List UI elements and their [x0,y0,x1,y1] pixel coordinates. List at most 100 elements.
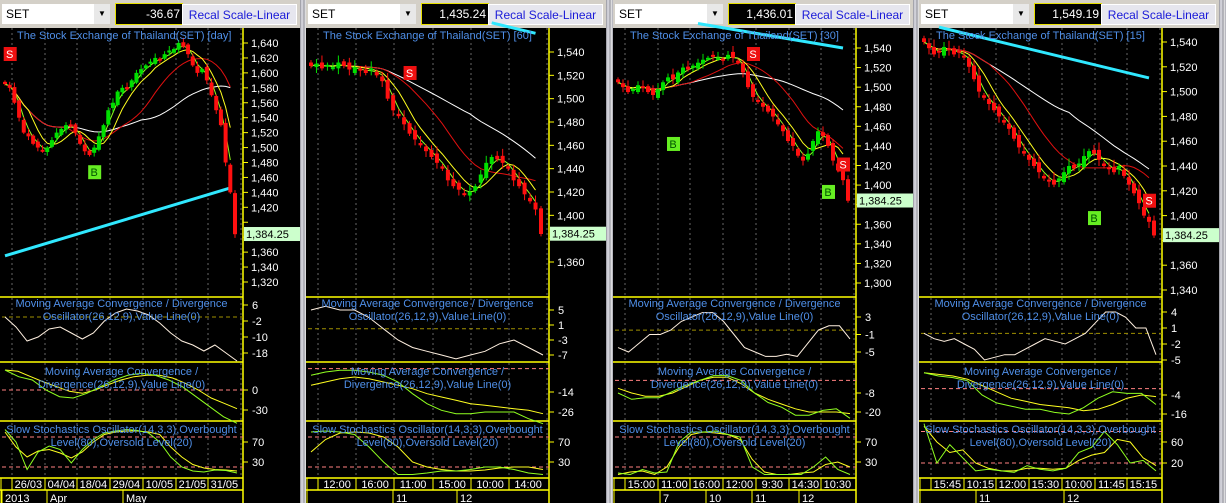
osc-tick-label: 1 [558,320,564,332]
chevron-down-icon[interactable]: ▼ [707,4,723,24]
long-trend-line [938,25,1150,80]
chevron-down-icon[interactable]: ▼ [94,4,110,24]
ma-slow-line [617,62,844,149]
candle [791,138,795,146]
last-price-label: 1,384.25 [552,229,595,241]
time-label: 15:00 [438,479,466,491]
candle [922,38,926,42]
sell-signal-marker [1143,193,1156,208]
price-tick-label: 1,460 [557,140,585,152]
candle [418,143,423,146]
candle [162,54,167,59]
price-tick-label: 1,320 [864,258,892,270]
panel-splitter[interactable] [1219,0,1225,503]
symbol-select[interactable]: SET ▼ [2,4,110,24]
candle [746,71,750,88]
time-label: 10:30 [824,479,852,491]
recal-scale-button[interactable]: Recal Scale-Linear [795,4,910,25]
candle [1042,175,1046,179]
time-label: 31/05 [211,479,239,491]
chart-panel[interactable]: SET ▼ -36.67 Recal Scale-Linear 26/03 04/0… [0,0,300,503]
time-label: 11:00 [400,479,427,491]
period-label: 11 [755,493,766,503]
change-value: -36.67 [115,3,183,25]
candle [341,61,346,66]
price-chart[interactable]: 12:00 16:00 11:00 15:00 10:00 14:00 11 12 1,540 1… [306,0,606,503]
ma-mid-line [923,41,1150,200]
price-tick-label: 1,340 [1170,285,1198,297]
candle [937,50,941,53]
last-price-badge [857,193,913,208]
macd-histogram-line [923,372,1157,415]
candle [616,79,620,83]
symbol-value: SET [6,7,30,21]
symbol-select[interactable]: SET ▼ [308,4,416,24]
osc-tick-label: -14 [558,387,574,399]
price-tick-label: 1,520 [864,63,892,75]
candle [726,54,730,59]
candle [1012,127,1016,139]
osc-tick-label: -30 [252,405,268,417]
panel-splitter[interactable] [606,0,612,503]
ma-mid-line [617,56,844,155]
chevron-down-icon[interactable]: ▼ [1013,4,1029,24]
last-price-label: 1,384.25 [859,196,902,208]
candle [434,153,439,163]
time-label: 14:30 [792,479,820,491]
chart-panel[interactable]: SET ▼ 1,436.01 Recal Scale-Linear 15:00 11… [613,0,913,503]
osc-tick-label: 70 [865,437,877,449]
candle [1067,166,1071,174]
candle [631,89,635,92]
price-tick-label: 1,420 [557,187,585,199]
osc-tick-label: 1 [1171,323,1177,335]
symbol-select[interactable]: SET ▼ [921,4,1029,24]
candle [429,150,434,157]
macd-title: Moving Average Convergence / Divergence … [321,298,534,323]
candle [686,66,690,70]
candle [1032,158,1036,166]
macd-histogram-line [310,369,544,425]
candle [1107,167,1111,170]
symbol-select[interactable]: SET ▼ [615,4,723,24]
candle [1142,206,1146,216]
period-label: 2013 [5,493,29,503]
panel-header: SET ▼ 1,549.19 Recal Scale-Linear [919,0,1219,28]
candle [413,130,418,140]
time-label: 12:00 [999,479,1027,491]
candle [12,87,17,103]
period-label: 7 [663,493,669,503]
osc-tick-label: 4 [1171,307,1177,319]
candle [369,68,374,71]
candle [186,44,191,55]
osc-tick-label: 0 [252,385,258,397]
recal-scale-button[interactable]: Recal Scale-Linear [182,4,297,25]
buy-signal-marker [667,136,680,151]
candle [641,86,645,89]
recal-scale-button[interactable]: Recal Scale-Linear [488,4,603,25]
candle [1062,172,1066,183]
sell-signal-marker [837,157,850,172]
price-tick-label: 1,620 [251,53,279,65]
candle [200,69,205,73]
panel-splitter[interactable] [913,0,919,503]
chevron-down-icon[interactable]: ▼ [400,4,416,24]
candle [1077,163,1081,166]
signal-label: B [91,167,98,179]
price-chart[interactable]: 26/03 04/04 18/04 29/04 10/05 21/05 31/05 2013 A… [0,0,300,503]
time-label: 9:30 [762,479,783,491]
time-label: 16:00 [361,479,389,491]
recal-scale-button[interactable]: Recal Scale-Linear [1101,4,1216,25]
candle [3,81,7,85]
candle [319,62,324,69]
panel-splitter[interactable] [300,0,306,503]
candle [1072,164,1076,169]
candle [391,95,396,111]
chart-panel[interactable]: SET ▼ 1,549.19 Recal Scale-Linear 15:45 10… [919,0,1219,503]
chart-panel[interactable]: SET ▼ 1,435.24 Recal Scale-Linear 12:00 16… [306,0,606,503]
candle [821,132,825,137]
price-chart[interactable]: 15:45 10:15 12:00 15:30 10:00 11:45 15:15 11 12 1… [919,0,1219,503]
candle [977,75,981,92]
price-chart[interactable]: 15:00 11:00 16:00 12:00 9:30 14:30 10:30 7 10 11 1… [613,0,913,503]
osc-tick-label: -16 [1171,409,1187,421]
ma-fast-line [617,56,844,171]
